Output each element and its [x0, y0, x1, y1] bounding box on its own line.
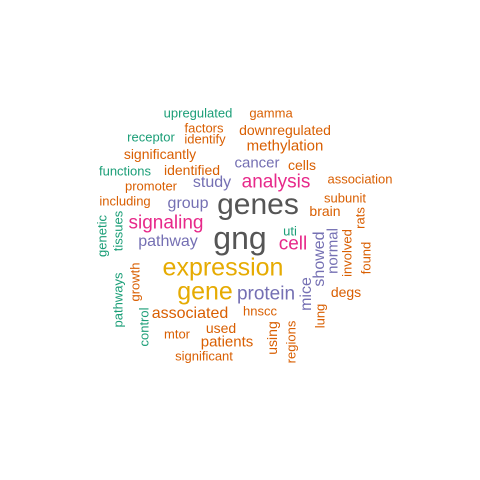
- word-downregulated: downregulated: [239, 122, 331, 138]
- word-cancer: cancer: [234, 154, 280, 172]
- word-rats: rats: [352, 207, 368, 229]
- word-factors: factors: [184, 120, 224, 136]
- word-significant: significant: [175, 348, 233, 364]
- word-significantly: significantly: [123, 146, 197, 162]
- word-tissues: tissues: [110, 210, 126, 252]
- word-degs: degs: [330, 284, 362, 300]
- word-methylation: methylation: [246, 137, 324, 155]
- word-using: using: [264, 321, 280, 355]
- word-promoter: promoter: [124, 178, 178, 194]
- word-functions: functions: [98, 163, 152, 179]
- word-brain: brain: [309, 203, 341, 219]
- word-subunit: subunit: [324, 190, 366, 206]
- word-pathway: pathway: [138, 233, 198, 250]
- word-upregulated: upregulated: [163, 105, 233, 121]
- word-identified: identified: [163, 162, 221, 178]
- word-found: found: [358, 241, 374, 275]
- word-protein: protein: [236, 283, 296, 305]
- word-gene: gene: [177, 277, 233, 306]
- word-identify: identify: [184, 131, 226, 147]
- word-hnscc: hnscc: [243, 303, 277, 319]
- word-involved: involved: [339, 229, 355, 277]
- word-used: used: [205, 320, 237, 336]
- word-including: including: [99, 193, 151, 209]
- word-control: control: [136, 307, 152, 347]
- word-signaling: signaling: [128, 212, 204, 234]
- word-associated: associated: [151, 305, 229, 322]
- word-gng: gng: [213, 220, 267, 256]
- word-genes: genes: [217, 188, 299, 221]
- word-cells: cells: [287, 157, 317, 173]
- word-growth: growth: [127, 262, 143, 302]
- word-lung: lung: [312, 303, 328, 329]
- word-group: group: [167, 195, 209, 212]
- word-regions: regions: [283, 320, 299, 364]
- word-gamma: gamma: [249, 105, 293, 121]
- word-cell: cell: [278, 233, 308, 255]
- word-analysis: analysis: [241, 171, 311, 193]
- word-patients: patients: [200, 333, 254, 351]
- word-mtor: mtor: [164, 326, 190, 342]
- word-receptor: receptor: [127, 129, 175, 145]
- word-expression: expression: [162, 253, 284, 282]
- word-study: study: [192, 174, 232, 191]
- word-pathways: pathways: [110, 272, 126, 328]
- word-uti: uti: [283, 223, 297, 239]
- word-association: association: [327, 171, 393, 187]
- word-genetic: genetic: [94, 215, 110, 257]
